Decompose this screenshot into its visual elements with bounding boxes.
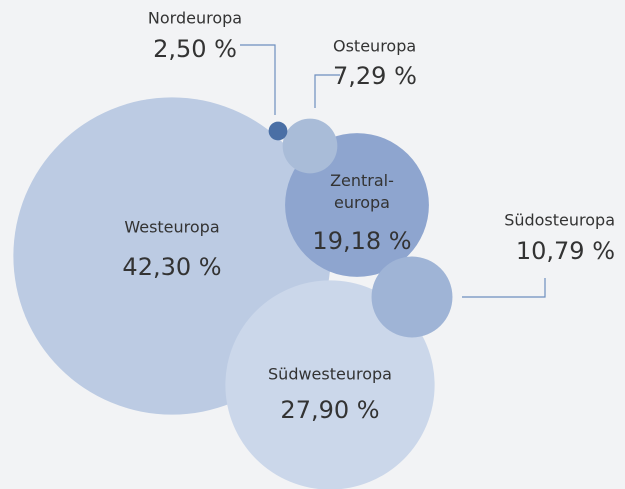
bubble-name: Westeuropa — [124, 218, 219, 237]
value-label: 2,50 % — [153, 35, 237, 63]
bubble — [282, 118, 338, 174]
value-label: 7,29 % — [333, 62, 417, 90]
value-label: 42,30 % — [122, 253, 221, 281]
leader-line — [462, 278, 546, 298]
value-label: 10,79 % — [516, 237, 615, 265]
bubble — [225, 280, 435, 489]
bubble-name: Osteuropa — [333, 37, 416, 56]
bubble — [371, 256, 453, 338]
leader-line — [314, 74, 340, 108]
bubble-name: Südosteuropa — [504, 211, 615, 230]
bubble-name: Südwesteuropa — [268, 365, 392, 384]
value-label: 27,90 % — [280, 396, 379, 424]
bubble-name: Nordeuropa — [148, 9, 242, 28]
leader-line — [240, 44, 276, 115]
value-label: 19,18 % — [312, 227, 411, 255]
bubble-name: Zentral-europa — [330, 171, 394, 212]
bubble — [268, 121, 288, 141]
